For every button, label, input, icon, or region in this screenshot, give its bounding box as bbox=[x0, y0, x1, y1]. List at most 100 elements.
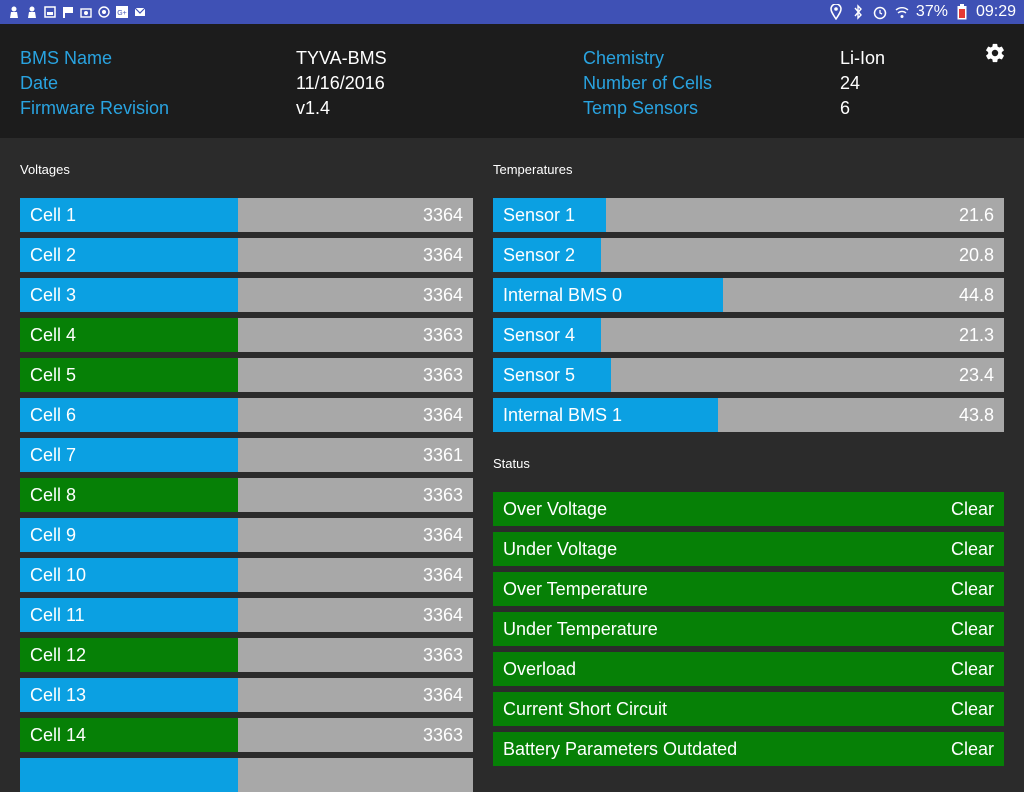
chemistry-value: Li-Ion bbox=[840, 48, 886, 68]
status-value: Clear bbox=[950, 739, 994, 759]
clock: 09:29 bbox=[975, 3, 1016, 20]
cell-voltage-value: 3363 bbox=[422, 485, 463, 505]
cell-voltage-bar: Cell 5 3363 bbox=[20, 358, 473, 392]
status-title: Status bbox=[493, 456, 530, 471]
cell-voltage-fill bbox=[20, 558, 238, 592]
sensor-label: Sensor 4 bbox=[503, 325, 576, 345]
settings-gear-icon[interactable] bbox=[984, 42, 1006, 64]
firmware-value: v1.4 bbox=[296, 98, 331, 118]
status-label: Over Voltage bbox=[503, 499, 608, 519]
cell-voltage-bar: Cell 6 3364 bbox=[20, 398, 473, 432]
notification-icons: G+ bbox=[0, 6, 146, 18]
cell-label: Cell 12 bbox=[30, 645, 87, 665]
cell-voltage-bar: Cell 12 3363 bbox=[20, 638, 473, 672]
temperature-fill bbox=[493, 358, 611, 392]
cell-voltage-bar bbox=[20, 758, 473, 792]
status-value: Clear bbox=[950, 619, 994, 639]
temperature-bar: Sensor 1 21.6 bbox=[493, 198, 1004, 232]
temperature-bar: Internal BMS 1 43.8 bbox=[493, 398, 1004, 432]
temperature-fill bbox=[493, 238, 601, 272]
status-row: Over Voltage Clear bbox=[493, 492, 1004, 526]
temp-sensors-value: 6 bbox=[840, 98, 851, 118]
temperature-value: 44.8 bbox=[958, 285, 994, 305]
status-value: Clear bbox=[950, 539, 994, 559]
wifi-icon bbox=[894, 4, 910, 20]
cell-voltage-value: 3364 bbox=[422, 205, 463, 225]
cell-voltage-fill bbox=[20, 398, 238, 432]
status-value: Clear bbox=[950, 699, 994, 719]
temperature-bar: Sensor 5 23.4 bbox=[493, 358, 1004, 392]
cell-voltage-value: 3364 bbox=[422, 405, 463, 425]
cell-voltage-value: 3364 bbox=[422, 685, 463, 705]
status-label: Overload bbox=[503, 659, 577, 679]
alarm-icon bbox=[872, 4, 888, 20]
cell-label: Cell 1 bbox=[30, 205, 77, 225]
status-label: Current Short Circuit bbox=[503, 699, 668, 719]
cells-value: 24 bbox=[840, 73, 861, 93]
cell-voltage-fill bbox=[20, 678, 238, 712]
person-icon bbox=[8, 6, 20, 18]
image-icon bbox=[44, 6, 56, 18]
temp-sensors-label: Temp Sensors bbox=[583, 98, 699, 118]
status-value: Clear bbox=[950, 499, 994, 519]
cell-label: Cell 6 bbox=[30, 405, 77, 425]
cell-voltage-value: 3363 bbox=[422, 645, 463, 665]
chemistry-label: Chemistry bbox=[583, 48, 665, 68]
status-value: Clear bbox=[950, 579, 994, 599]
cell-label: Cell 7 bbox=[30, 445, 77, 465]
cell-label: Cell 14 bbox=[30, 725, 87, 745]
cell-voltage-value: 3364 bbox=[422, 525, 463, 545]
status-label: Under Temperature bbox=[503, 619, 658, 639]
google-plus-icon: G+ bbox=[116, 6, 128, 18]
cell-voltage-bar: Cell 11 3364 bbox=[20, 598, 473, 632]
temperatures-title: Temperatures bbox=[493, 162, 573, 177]
cell-voltage-value: 3364 bbox=[422, 245, 463, 265]
cell-voltage-value: 3363 bbox=[422, 325, 463, 345]
temperature-fill bbox=[493, 278, 723, 312]
bms-name-label: BMS Name bbox=[20, 48, 113, 68]
cell-voltage-value: 3364 bbox=[422, 605, 463, 625]
cell-label: Cell 10 bbox=[30, 565, 87, 585]
cell-voltage-bar: Cell 1 3364 bbox=[20, 198, 473, 232]
date-value: 11/16/2016 bbox=[296, 73, 385, 93]
cell-voltage-fill bbox=[20, 598, 238, 632]
target-icon bbox=[98, 6, 110, 18]
cell-voltage-bar: Cell 9 3364 bbox=[20, 518, 473, 552]
cell-voltage-fill bbox=[20, 198, 238, 232]
temperature-bar: Sensor 4 21.3 bbox=[493, 318, 1004, 352]
cell-label: Cell 5 bbox=[30, 365, 77, 385]
temperature-value: 21.3 bbox=[958, 325, 994, 345]
status-row: Battery Parameters Outdated Clear bbox=[493, 732, 1004, 766]
sensor-label: Sensor 2 bbox=[503, 245, 576, 265]
cell-voltage-value: 3361 bbox=[422, 445, 463, 465]
cell-voltage-fill bbox=[20, 638, 238, 672]
cells-label: Number of Cells bbox=[583, 73, 713, 93]
cell-label: Cell 4 bbox=[30, 325, 77, 345]
sensor-label: Internal BMS 0 bbox=[503, 285, 623, 305]
cell-voltage-value: 3364 bbox=[422, 285, 463, 305]
temperature-value: 23.4 bbox=[958, 365, 994, 385]
cell-voltage-fill bbox=[20, 518, 238, 552]
cell-voltage-fill bbox=[20, 718, 238, 752]
battery-percent: 37% bbox=[915, 3, 948, 20]
status-row: Under Temperature Clear bbox=[493, 612, 1004, 646]
battery-icon bbox=[954, 4, 970, 20]
cell-voltage-fill bbox=[20, 438, 238, 472]
cell-voltage-bar: Cell 4 3363 bbox=[20, 318, 473, 352]
temperature-fill bbox=[493, 398, 718, 432]
status-row: Under Voltage Clear bbox=[493, 532, 1004, 566]
temperature-value: 43.8 bbox=[958, 405, 994, 425]
status-label: Over Temperature bbox=[503, 579, 648, 599]
location-icon bbox=[828, 4, 844, 20]
person-icon bbox=[26, 6, 38, 18]
bluetooth-icon bbox=[850, 4, 866, 20]
temperature-fill bbox=[493, 318, 601, 352]
sensor-label: Sensor 5 bbox=[503, 365, 576, 385]
status-row: Current Short Circuit Clear bbox=[493, 692, 1004, 726]
system-status-bar: G+ 37% 09:29 bbox=[0, 0, 1024, 24]
cell-label: Cell 2 bbox=[30, 245, 77, 265]
camera-icon bbox=[80, 6, 92, 18]
temperature-bar: Internal BMS 0 44.8 bbox=[493, 278, 1004, 312]
cell-voltage-value: 3364 bbox=[422, 565, 463, 585]
cell-voltage-bar: Cell 3 3364 bbox=[20, 278, 473, 312]
